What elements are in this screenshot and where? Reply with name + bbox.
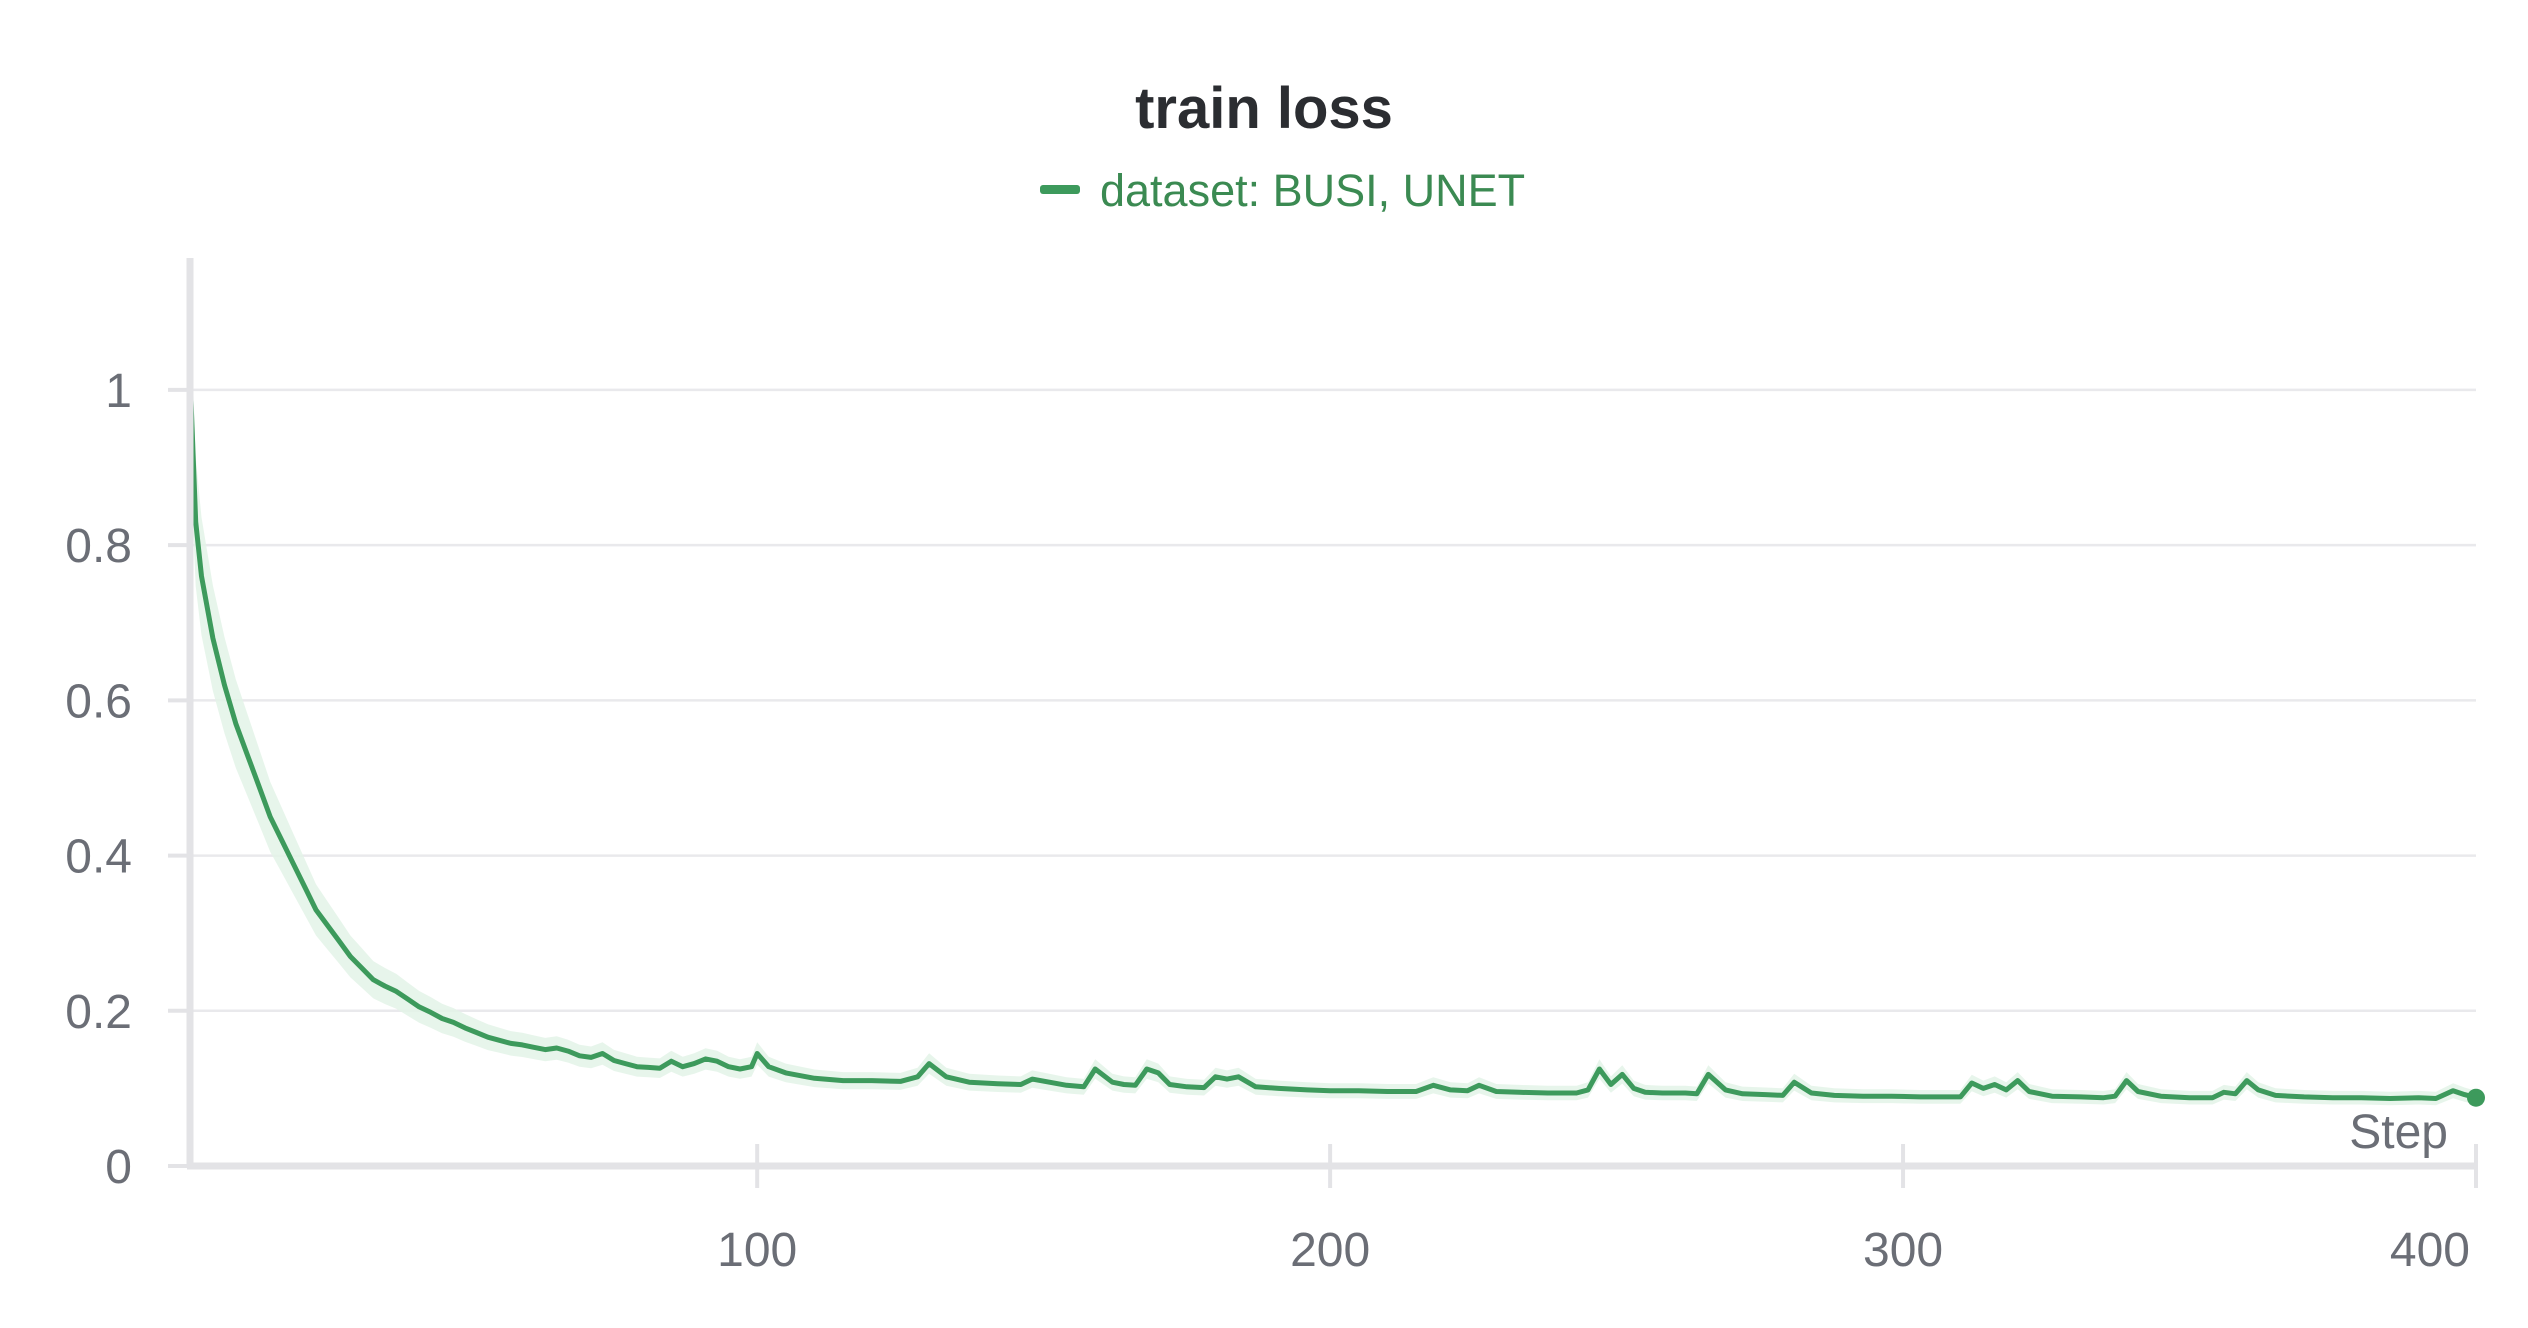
x-axis-tick-labels: 100 200 300 400 [717, 1224, 2470, 1277]
y-axis-tick-labels: 0 0.2 0.4 0.6 0.8 1 [65, 365, 132, 1194]
series-last-point-marker[interactable] [2467, 1088, 2485, 1107]
legend-swatch-busi-unet [1040, 185, 1080, 194]
y-tick-label: 0 [105, 1141, 132, 1194]
gridlines [168, 387, 2478, 1188]
y-tick-label: 0.4 [65, 831, 132, 884]
y-tick-label: 0.2 [65, 986, 132, 1039]
y-tick-label: 0.6 [65, 675, 132, 728]
legend[interactable]: dataset: BUSI, UNET [1040, 165, 1525, 216]
x-axis-name: Step [2349, 1106, 2448, 1159]
series-line-busi-unet[interactable] [187, 371, 2479, 1101]
x-tick-label: 400 [2390, 1224, 2470, 1277]
legend-label-busi-unet: dataset: BUSI, UNET [1100, 165, 1525, 216]
x-tick-label: 300 [1863, 1224, 1943, 1277]
x-tick-label: 200 [1290, 1224, 1370, 1277]
y-tick-label: 0.8 [65, 520, 132, 573]
x-tick-label: 100 [717, 1224, 797, 1277]
chart-title: train loss [1135, 76, 1393, 141]
y-tick-label: 1 [105, 365, 132, 418]
